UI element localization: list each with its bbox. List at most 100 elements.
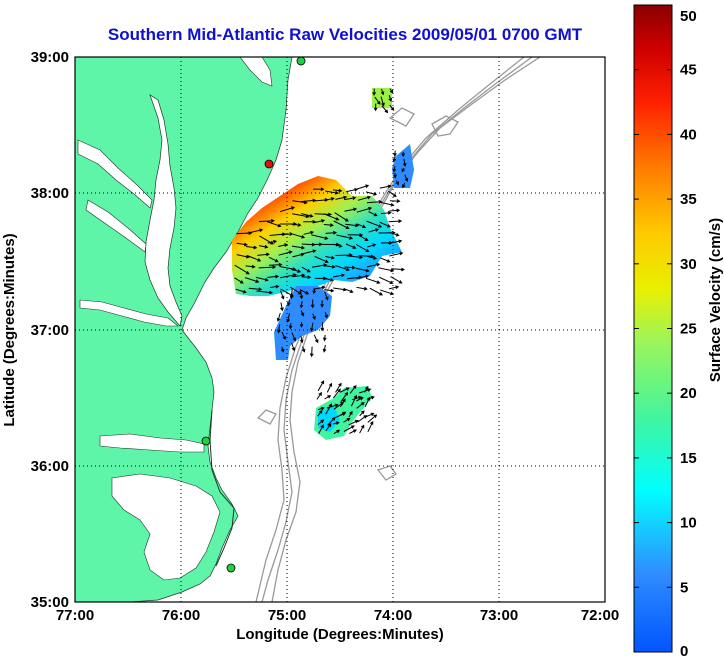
x-axis: 77:00 76:00 75:00 74:00 73:00 72:00 Long… [56, 607, 619, 643]
y-tick-label: 36:00 [31, 458, 69, 475]
velocity-arrow [301, 275, 312, 280]
velocity-arrow [299, 289, 304, 300]
velocity-arrow [280, 290, 285, 300]
velocity-arrow [402, 158, 407, 168]
velocity-arrow [332, 421, 340, 425]
x-tick-label: 76:00 [162, 607, 200, 624]
velocity-arrow [301, 346, 306, 353]
velocity-arrow [401, 151, 406, 158]
velocity-arrow [355, 267, 370, 273]
velocity-arrow [368, 211, 378, 217]
velocity-arrow [344, 265, 356, 270]
velocity-arrow [299, 301, 304, 309]
colorbar-tick-label: 15 [680, 450, 697, 467]
velocity-arrow [388, 285, 400, 290]
velocity-arrow [299, 322, 304, 328]
velocity-arrow [268, 256, 279, 263]
colorbar-tick-label: 40 [680, 126, 697, 143]
x-tick-label: 72:00 [581, 607, 619, 624]
velocity-arrow [387, 190, 397, 197]
velocity-arrow [332, 188, 343, 193]
velocity-arrow [389, 208, 401, 213]
velocity-arrow [301, 249, 317, 255]
velocity-arrow [367, 414, 378, 423]
velocity-arrow [344, 207, 358, 212]
velocity-arrow [339, 411, 347, 416]
velocity-arrow [335, 265, 350, 272]
potomac-river [77, 139, 153, 209]
velocity-arrow [291, 245, 306, 250]
velocity-arrow [380, 96, 385, 107]
velocity-arrow [345, 223, 359, 228]
velocity-arrow [364, 396, 371, 408]
velocity-arrow [312, 242, 323, 247]
velocity-arrow [369, 287, 383, 296]
velocity-arrow [355, 244, 370, 252]
velocity-arrow [359, 410, 365, 417]
velocity-arrow [245, 245, 258, 250]
velocity-arrow [327, 416, 336, 426]
velocity-arrow [378, 267, 395, 273]
velocity-arrow [388, 239, 403, 245]
velocity-arrow [365, 277, 381, 284]
velocity-arrow [364, 412, 375, 418]
velocity-arrow [317, 406, 325, 411]
velocity-arrow [393, 150, 397, 157]
velocity-arrow [286, 313, 291, 323]
velocity-arrow [336, 234, 354, 240]
velocity-arrow [317, 380, 325, 392]
velocity-arrow [278, 250, 293, 256]
velocity-arrow [389, 88, 394, 94]
velocity-arrow [358, 234, 369, 242]
velocity-arrow [380, 257, 391, 263]
velocity-arrow [372, 88, 377, 96]
colorbar-label: Surface Velocity (cm/s) [707, 218, 724, 382]
velocity-arrow [258, 218, 275, 223]
velocity-arrow [349, 384, 357, 394]
outer-banks [209, 409, 235, 567]
colorbar-tick-label: 0 [680, 643, 688, 659]
velocity-arrow [292, 233, 306, 239]
velocity-arrow [380, 211, 392, 215]
velocity-arrow [390, 276, 403, 284]
velocity-patch-east [392, 144, 414, 188]
velocity-arrow [356, 206, 373, 213]
velocity-arrow [343, 425, 355, 432]
velocity-arrow [401, 167, 405, 173]
y-axis: 35:00 36:00 37:00 38:00 39:00 Latitude (… [1, 49, 69, 611]
colorbar-tick-label: 5 [680, 579, 688, 596]
velocity-arrow [258, 244, 269, 249]
velocity-arrow [402, 182, 406, 189]
x-axis-label: Longitude (Degrees:Minutes) [236, 626, 444, 643]
radar-site-inactive [201, 436, 211, 446]
velocity-arrow [326, 403, 339, 409]
velocity-arrow [333, 429, 341, 435]
colorbar-tick-label: 30 [680, 256, 697, 273]
colorbar-tick-label: 45 [680, 62, 697, 79]
velocity-arrow [332, 243, 343, 248]
velocity-arrow [343, 417, 351, 423]
velocity-arrow [366, 262, 381, 268]
velocity-arrow [381, 105, 389, 114]
velocity-arrow [325, 403, 332, 415]
velocity-arrow [309, 346, 314, 358]
velocity-arrow [380, 289, 395, 296]
velocity-arrow [255, 276, 269, 282]
velocity-arrow [404, 174, 409, 182]
velocity-arrow [339, 398, 346, 408]
velocity-arrow [291, 332, 297, 342]
velocity-arrow [323, 223, 334, 227]
velocity-arrow [392, 156, 397, 163]
velocity-arrow [356, 286, 368, 291]
velocity-arrow [325, 230, 338, 235]
velocity-arrow [346, 255, 364, 260]
land-mass [75, 57, 293, 602]
velocity-arrow [324, 197, 335, 201]
velocity-arrow [318, 424, 324, 435]
velocity-arrow [348, 410, 353, 418]
velocity-arrow [323, 213, 340, 221]
velocity-arrow [300, 289, 310, 295]
albemarle-sound [99, 433, 205, 453]
velocity-arrow [389, 231, 400, 237]
velocity-arrow [291, 223, 302, 227]
